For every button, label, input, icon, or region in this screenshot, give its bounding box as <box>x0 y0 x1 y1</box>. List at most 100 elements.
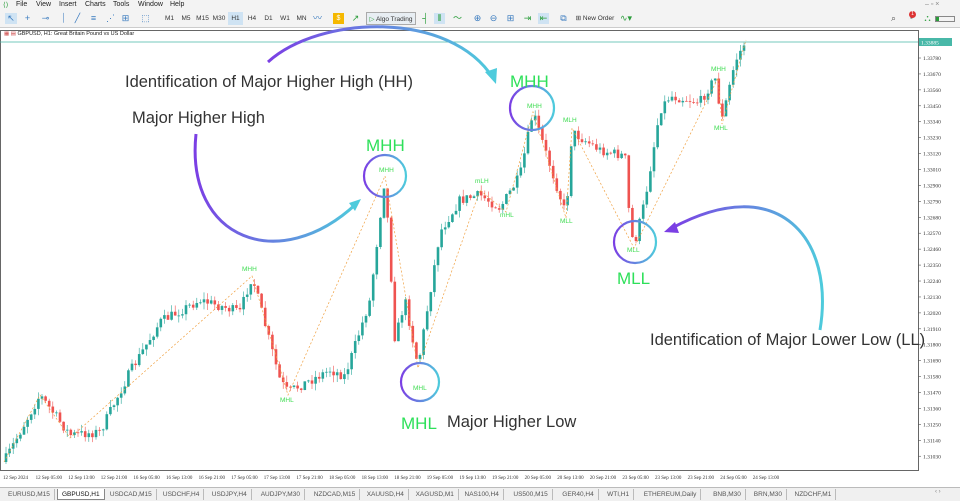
time-label: 16 Sep 05:00 <box>133 476 160 481</box>
channel-icon[interactable]: ≡ <box>90 13 97 23</box>
timeframe-d1[interactable]: D1 <box>264 15 273 22</box>
bar-chart-icon[interactable]: ┤ <box>422 13 429 23</box>
shapes-icon[interactable]: ⊞ <box>121 13 130 23</box>
menu-tools[interactable]: Tools <box>113 1 130 8</box>
chart-tab[interactable]: EURUSD,M15 <box>4 489 55 500</box>
candle-body <box>555 178 559 191</box>
candle-body <box>371 274 375 301</box>
candle-body <box>44 396 47 401</box>
chart-tab[interactable]: GBPUSD,H1 <box>57 489 105 500</box>
candle-body <box>681 100 685 103</box>
candle-body <box>469 195 472 198</box>
candle-body <box>303 381 307 391</box>
candle-body <box>422 329 425 355</box>
autoscroll-icon[interactable]: ⇥ <box>523 13 532 23</box>
chart-tab[interactable]: NZDCHF,M1 <box>791 489 837 500</box>
candle-body <box>76 432 80 434</box>
chart-tab[interactable]: GER40,H4 <box>558 489 599 500</box>
chart-tab[interactable]: USDCAD,M15 <box>106 489 157 500</box>
grid-icon[interactable]: ⊞ <box>506 13 515 23</box>
annotation-ll-ident: Identification of Major Lower Low (LL) <box>650 331 926 349</box>
window-controls[interactable]: – ▫ × <box>925 1 940 8</box>
signal-strength-icon: ⛬ <box>924 13 931 23</box>
menu-view[interactable]: View <box>36 1 52 8</box>
chart-tab[interactable]: ETHEREUM,Daily <box>640 489 702 500</box>
candle-body <box>386 188 389 218</box>
timeframe-h1[interactable]: H1 <box>228 12 243 25</box>
horizontal-line-icon[interactable]: ⊸ <box>41 13 50 23</box>
line-chart-icon[interactable]: 〜 <box>452 13 462 23</box>
objects-icon[interactable]: ⬚ <box>141 13 150 23</box>
candle-body <box>440 229 443 248</box>
zoom-in-icon[interactable]: ⊕ <box>473 13 482 23</box>
timeframe-mn[interactable]: MN <box>296 15 307 22</box>
trade-history-icon[interactable]: ∿▾ <box>620 13 633 23</box>
menu-window[interactable]: Window <box>138 1 163 8</box>
chart-title-text: GBPUSD, H1: Great Britain Pound vs US Do… <box>17 31 135 37</box>
timeframe-h4[interactable]: H4 <box>247 15 257 22</box>
price-chart[interactable]: 1.33780 1.33670 1.33560 1.33450 1.33340 1.332… <box>0 0 960 487</box>
search-icon[interactable]: ⌕ <box>890 13 897 23</box>
zoom-out-icon[interactable]: ⊖ <box>489 13 498 23</box>
timeframe-m30[interactable]: M30 <box>212 15 226 22</box>
expert-icon[interactable]: $ <box>333 13 344 24</box>
menu-file[interactable]: File <box>16 1 28 8</box>
chart-tab[interactable]: BRN,M30 <box>750 489 787 500</box>
chart-tab[interactable]: NZDCAD,M15 <box>310 489 361 500</box>
candle-body <box>127 370 130 387</box>
new-order-button[interactable]: ⊞ New Order <box>572 12 618 25</box>
chart-tab[interactable]: USDJPY,H4 <box>208 489 252 500</box>
candle-body <box>231 305 235 312</box>
chart-tab[interactable]: US500,M15 <box>509 489 553 500</box>
candlestick-icon[interactable]: ⫴ <box>434 13 445 24</box>
crosshair-icon[interactable]: + <box>24 13 31 23</box>
new-order-icon: ⊞ <box>575 15 583 22</box>
time-label: 12 Sep 13:00 <box>68 476 95 481</box>
menu-help[interactable]: Help <box>170 1 185 8</box>
price-label: 1.31250 <box>923 422 941 428</box>
cursor-icon[interactable]: ↖ <box>5 13 17 24</box>
chart-tab[interactable]: XAGUSD,M1 <box>412 489 459 500</box>
candle-body <box>425 311 429 330</box>
candle-body <box>368 300 371 316</box>
timeframe-m15[interactable]: M15 <box>196 15 209 22</box>
candle-body <box>47 400 51 407</box>
chart-shift-icon[interactable]: ⇤ <box>538 13 549 24</box>
chart-tab[interactable]: AUDJPY,M30 <box>257 489 305 500</box>
signals-icon[interactable]: ↗ <box>351 13 360 23</box>
candle-body <box>742 45 746 51</box>
tabs-scroll-arrows[interactable]: ‹ › <box>935 489 941 495</box>
timeframe-w1[interactable]: W1 <box>280 15 290 22</box>
candle-body <box>627 155 631 208</box>
candle-body <box>526 131 530 154</box>
fibonacci-icon[interactable]: ⋰ <box>106 13 115 23</box>
chart-tab[interactable]: USDCHF,H4 <box>159 489 205 500</box>
chart-tab[interactable]: NAS100,H4 <box>461 489 504 500</box>
label-mhh-2: MHH <box>510 72 549 91</box>
candle-body <box>641 204 645 219</box>
candle-body <box>245 294 249 297</box>
algo-trading-label: Algo Trading <box>375 16 413 23</box>
mll-circle <box>612 219 658 265</box>
trendline-icon[interactable]: ╱ <box>74 13 81 23</box>
app-logo-icon: ⟨⟩ <box>3 2 9 9</box>
candle-body <box>731 70 735 85</box>
price-label: 1.32020 <box>923 311 941 317</box>
chart-tab[interactable]: WTI,H1 <box>603 489 635 500</box>
candle-body <box>389 217 393 282</box>
price-label: 1.32790 <box>923 199 941 205</box>
chart-tab[interactable]: BNB,M30 <box>709 489 746 500</box>
menu-insert[interactable]: Insert <box>59 1 77 8</box>
candle-body <box>235 305 238 308</box>
timeframe-m5[interactable]: M5 <box>181 15 191 22</box>
timeframe-m1[interactable]: M1 <box>164 15 175 22</box>
notifications-icon[interactable]: ◔ 1 <box>905 11 916 24</box>
indicators-icon[interactable]: 〰 <box>312 13 322 23</box>
menu-charts[interactable]: Charts <box>85 1 106 8</box>
screenshot-icon[interactable]: ⧉ <box>560 13 567 23</box>
vertical-line-icon[interactable]: ⏐ <box>60 13 67 23</box>
chart-tab[interactable]: XAUUSD,H4 <box>363 489 409 500</box>
algo-trading-button[interactable]: ▷ Algo Trading <box>366 12 416 25</box>
annotation-major-hl: Major Higher Low <box>447 413 577 431</box>
candle-body <box>263 307 267 327</box>
